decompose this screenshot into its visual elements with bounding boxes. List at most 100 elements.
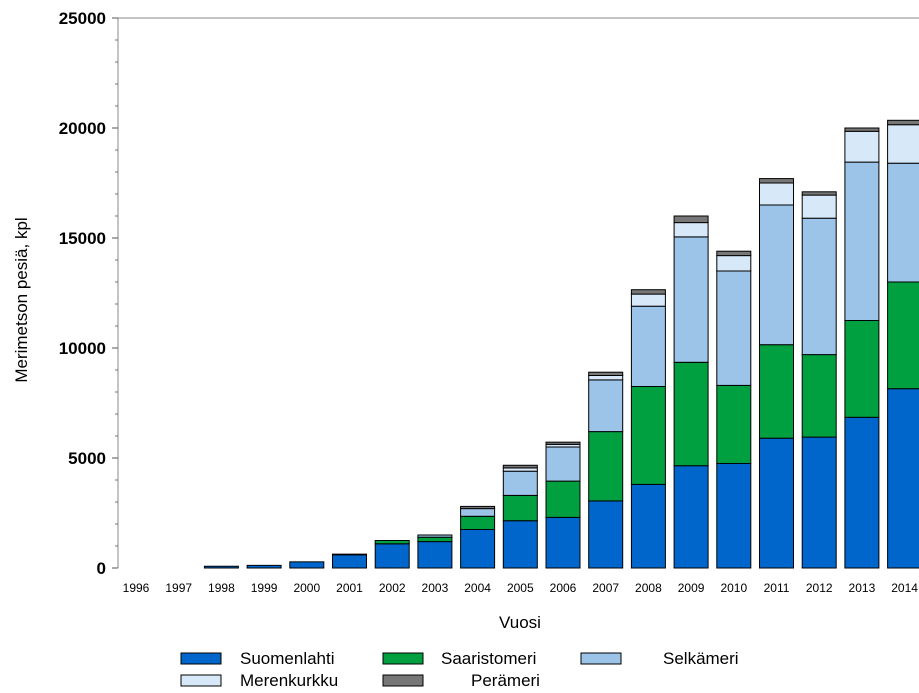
- x-tick-label: 2007: [592, 581, 619, 595]
- x-tick-label: 2003: [422, 581, 449, 595]
- bar-segment-2007-0: [588, 500, 624, 569]
- x-tick-label: 1999: [251, 581, 278, 595]
- bar-segment-2013-0: [844, 416, 880, 569]
- x-tick-label: 2012: [806, 581, 833, 595]
- bar-segment-2007-3: [588, 375, 624, 381]
- x-tick-label: 1997: [165, 581, 192, 595]
- legend-swatch: [382, 652, 424, 665]
- bar-segment-2014-4: [887, 119, 919, 126]
- bar-segment-2013-2: [844, 161, 880, 321]
- legend-swatch: [180, 674, 222, 687]
- bar-segment-2009-2: [673, 236, 709, 363]
- plot-frame: [117, 17, 919, 568]
- bar-segment-2002-0: [374, 543, 410, 569]
- x-axis: 1996 1997 1998 1999 2000 2001 2002 2003 2004 2005…: [123, 581, 919, 595]
- bar-segment-1998-0: [203, 565, 239, 569]
- bar-segment-2012-3: [801, 194, 837, 219]
- bar-segment-2001-1: [332, 553, 367, 556]
- bar-segment-2006-1: [545, 480, 581, 518]
- y-tick-label: 25000: [59, 9, 106, 28]
- bar-segment-2012-4: [801, 191, 837, 196]
- x-tick-label: 2008: [635, 581, 662, 595]
- x-tick-label: 2004: [464, 581, 491, 595]
- x-tick-label: 1996: [123, 581, 150, 595]
- y-tick-label: 20000: [59, 119, 106, 138]
- x-tick-label: 2014: [891, 581, 918, 595]
- bar-segment-2000-0: [289, 561, 325, 569]
- y-tick-label: 5000: [68, 449, 106, 468]
- bar-segment-2014-2: [887, 162, 919, 283]
- x-tick-label: 2009: [678, 581, 705, 595]
- bar-segment-2004-4: [460, 505, 496, 510]
- bar-segment-2002-1: [374, 540, 410, 545]
- bar-segment-2009-0: [673, 465, 709, 569]
- x-tick-label: 2013: [849, 581, 876, 595]
- y-tick-label: 15000: [59, 229, 106, 248]
- x-tick-label: 1998: [208, 581, 235, 595]
- bar-segment-2009-4: [673, 215, 709, 224]
- legend-swatch: [180, 652, 222, 665]
- bar-segment-2011-2: [759, 204, 794, 346]
- x-tick-label: 2001: [336, 581, 363, 595]
- bar-segment-2008-1: [630, 386, 666, 485]
- bar-segment-2008-2: [630, 305, 666, 388]
- bar-segment-2012-2: [801, 217, 837, 356]
- legend-label: Suomenlahti: [240, 649, 335, 668]
- bar-segment-2010-1: [716, 384, 752, 464]
- bar-segment-2010-3: [716, 255, 752, 272]
- bar-segment-2004-1: [460, 515, 496, 530]
- y-tick-label: 10000: [59, 339, 106, 358]
- bar-segment-1999-0: [246, 564, 282, 569]
- bar-segment-2014-0: [887, 388, 919, 569]
- x-tick-label: 2010: [720, 581, 747, 595]
- legend-label: Saaristomeri: [441, 649, 536, 668]
- x-tick-label: 2000: [293, 581, 320, 595]
- bar-segment-2005-1: [502, 494, 538, 522]
- bar-segment-2005-4: [502, 464, 538, 469]
- bar-segment-2010-4: [716, 250, 752, 257]
- bar-segment-2013-3: [844, 130, 880, 163]
- y-axis-title: Merimetson pesiä, kpl: [12, 217, 31, 382]
- x-tick-label: 2011: [764, 581, 790, 595]
- legend-label: Merenkurkku: [240, 671, 338, 690]
- x-tick-label: 2006: [550, 581, 577, 595]
- legend-swatch: [580, 652, 622, 665]
- bar-segment-2007-4: [588, 371, 624, 377]
- y-tick-label: 0: [97, 559, 106, 578]
- x-tick-label: 2005: [507, 581, 534, 595]
- bar-segment-2011-0: [759, 437, 794, 569]
- x-tick-label: 2002: [379, 581, 406, 595]
- bar-segment-2014-3: [887, 124, 919, 164]
- y-axis: 0 5000 10000 15000 20000 25000: [59, 9, 118, 578]
- bar-segment-2011-4: [759, 178, 794, 184]
- legend-label: Perämeri: [471, 671, 540, 690]
- bar-segment-2005-2: [502, 470, 538, 496]
- bar-segment-2006-4: [545, 441, 581, 445]
- bar-segment-2009-1: [673, 361, 709, 467]
- bar-segment-2006-2: [545, 446, 581, 482]
- legend-label: Selkämeri: [663, 649, 739, 668]
- bar-segment-2007-1: [588, 431, 624, 502]
- bar-segment-2005-0: [502, 520, 538, 569]
- bar-segment-2004-2: [460, 508, 496, 517]
- legend: Suomenlahti Saaristomeri Selkämeri Merenkur…: [180, 649, 739, 690]
- legend-swatch: [382, 674, 424, 687]
- bar-segment-2003-1: [417, 536, 453, 543]
- bar-segment-2010-2: [716, 270, 752, 386]
- bar-segment-2013-1: [844, 320, 880, 418]
- bar-segment-2008-4: [630, 289, 666, 295]
- bar-segment-2003-0: [417, 541, 453, 569]
- bar-segment-2007-2: [588, 379, 624, 433]
- x-axis-title: Vuosi: [499, 613, 541, 632]
- bar-segment-2008-0: [630, 483, 666, 569]
- bar-segment-2013-4: [844, 127, 880, 132]
- bars-group: [203, 119, 919, 569]
- bar-segment-2004-0: [460, 529, 496, 569]
- bar-segment-2014-1: [887, 281, 919, 390]
- bar-segment-2009-3: [673, 222, 709, 238]
- bar-segment-2006-0: [545, 516, 581, 569]
- bar-segment-2011-3: [759, 182, 794, 206]
- bar-segment-2008-3: [630, 293, 666, 307]
- bar-segment-2012-1: [801, 354, 837, 438]
